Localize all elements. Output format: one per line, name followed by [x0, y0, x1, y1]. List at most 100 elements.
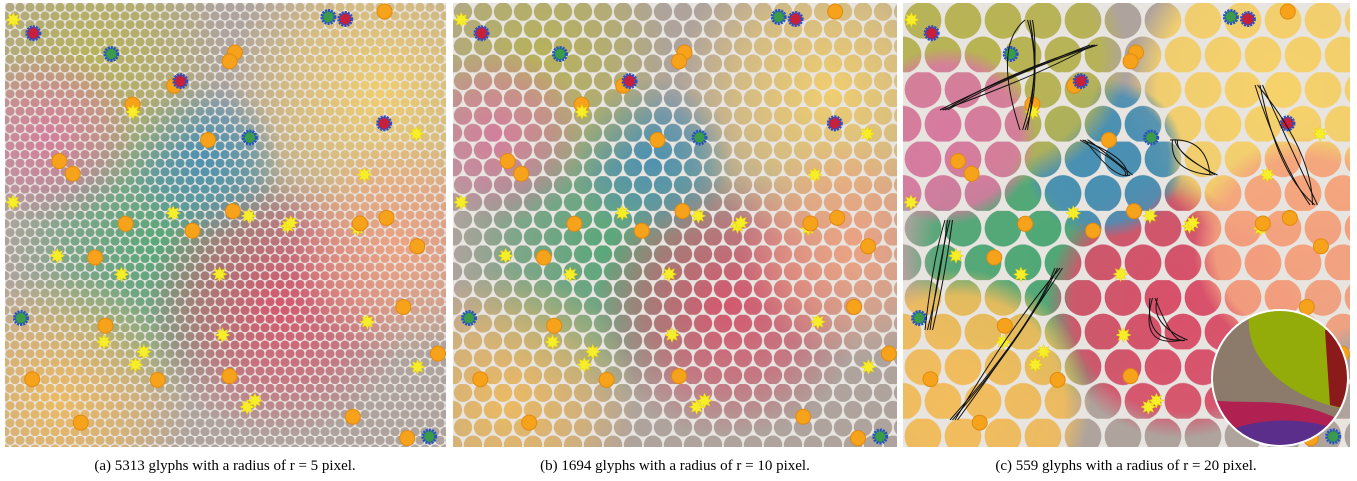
orange-glyph [847, 299, 862, 314]
blue-glyph [322, 10, 335, 23]
yellow-star [697, 393, 712, 408]
blue-glyph [1145, 131, 1158, 144]
yellow-star [1036, 344, 1051, 359]
blue-glyph [423, 430, 436, 443]
orange-glyph [88, 250, 103, 265]
blue-glyph [243, 131, 256, 144]
yellow-star [585, 344, 600, 359]
yellow-star [1028, 357, 1043, 372]
yellow-star [360, 314, 375, 329]
orange-glyph [964, 166, 979, 181]
yellow-star [410, 359, 425, 374]
orange-glyph [567, 216, 582, 231]
yellow-star [212, 267, 227, 282]
orange-glyph [650, 132, 665, 147]
orange-glyph [1299, 299, 1314, 314]
yellow-star [126, 104, 141, 119]
orange-glyph [828, 4, 843, 19]
yellow-star [1066, 206, 1081, 221]
yellow-star [860, 126, 875, 141]
yellow-star [409, 126, 424, 141]
orange-glyph [65, 166, 80, 181]
orange-glyph [987, 250, 1002, 265]
orange-glyph [118, 216, 133, 231]
yellow-star [1149, 393, 1164, 408]
blue-glyph [772, 10, 785, 23]
blue-glyph [339, 13, 352, 26]
blue-glyph [828, 117, 841, 130]
blue-glyph [463, 312, 476, 325]
orange-glyph [377, 4, 392, 19]
yellow-star [861, 359, 876, 374]
orange-glyph [396, 299, 411, 314]
orange-glyph [522, 415, 537, 430]
orange-glyph [1280, 4, 1295, 19]
yellow-star [96, 335, 111, 350]
yellow-star [166, 206, 181, 221]
blue-glyph [1004, 47, 1017, 60]
orange-glyph [1123, 54, 1138, 69]
blue-glyph [789, 13, 802, 26]
orange-glyph [352, 216, 367, 231]
yellow-star [1313, 126, 1328, 141]
blue-glyph [1327, 430, 1340, 443]
orange-glyph [672, 54, 687, 69]
yellow-star [1113, 267, 1128, 282]
orange-glyph [1086, 223, 1101, 238]
yellow-star [128, 357, 143, 372]
yellow-star [904, 12, 919, 27]
yellow-star [574, 104, 589, 119]
orange-glyph [881, 346, 896, 361]
orange-glyph [1313, 239, 1328, 254]
orange-glyph [1101, 132, 1116, 147]
orange-glyph [599, 372, 614, 387]
orange-glyph [950, 154, 965, 169]
caption: (b) 1694 glyphs with a radius of r = 10 … [540, 458, 810, 474]
yellow-star [248, 393, 263, 408]
blue-glyph [475, 27, 488, 40]
orange-glyph [430, 346, 445, 361]
caption: (c) 559 glyphs with a radius of r = 20 p… [995, 458, 1256, 474]
orange-glyph [672, 369, 687, 384]
blue-glyph [174, 75, 187, 88]
orange-glyph [1123, 369, 1138, 384]
orange-glyph [52, 154, 67, 169]
blue-glyph [105, 47, 118, 60]
orange-glyph [634, 223, 649, 238]
orange-glyph [473, 372, 488, 387]
orange-glyph [861, 239, 876, 254]
blue-glyph [1241, 13, 1254, 26]
yellow-star [454, 12, 469, 27]
yellow-star [136, 344, 151, 359]
blue-glyph [623, 75, 636, 88]
yellow-star [733, 215, 748, 230]
orange-glyph [972, 415, 987, 430]
orange-glyph [222, 369, 237, 384]
yellow-star [691, 208, 706, 223]
orange-glyph [185, 223, 200, 238]
yellow-star [615, 206, 630, 221]
yellow-star [1013, 267, 1028, 282]
yellow-star [904, 195, 919, 210]
yellow-star [241, 208, 256, 223]
blue-glyph [27, 27, 40, 40]
yellow-star [6, 195, 21, 210]
yellow-star [6, 12, 21, 27]
blue-glyph [14, 312, 27, 325]
yellow-star [665, 328, 680, 343]
caption: (a) 5313 glyphs with a radius of r = 5 p… [94, 458, 355, 474]
yellow-star [810, 314, 825, 329]
blue-glyph [925, 27, 938, 40]
orange-glyph [410, 239, 425, 254]
orange-glyph [500, 154, 515, 169]
orange-glyph [150, 372, 165, 387]
figure: (a) 5313 glyphs with a radius of r = 5 p… [0, 0, 1357, 481]
orange-glyph [379, 210, 394, 225]
yellow-star [114, 267, 129, 282]
yellow-star [577, 357, 592, 372]
yellow-star [807, 167, 822, 182]
blue-glyph [553, 47, 566, 60]
orange-glyph [803, 216, 818, 231]
yellow-star [662, 267, 677, 282]
yellow-star [357, 167, 372, 182]
